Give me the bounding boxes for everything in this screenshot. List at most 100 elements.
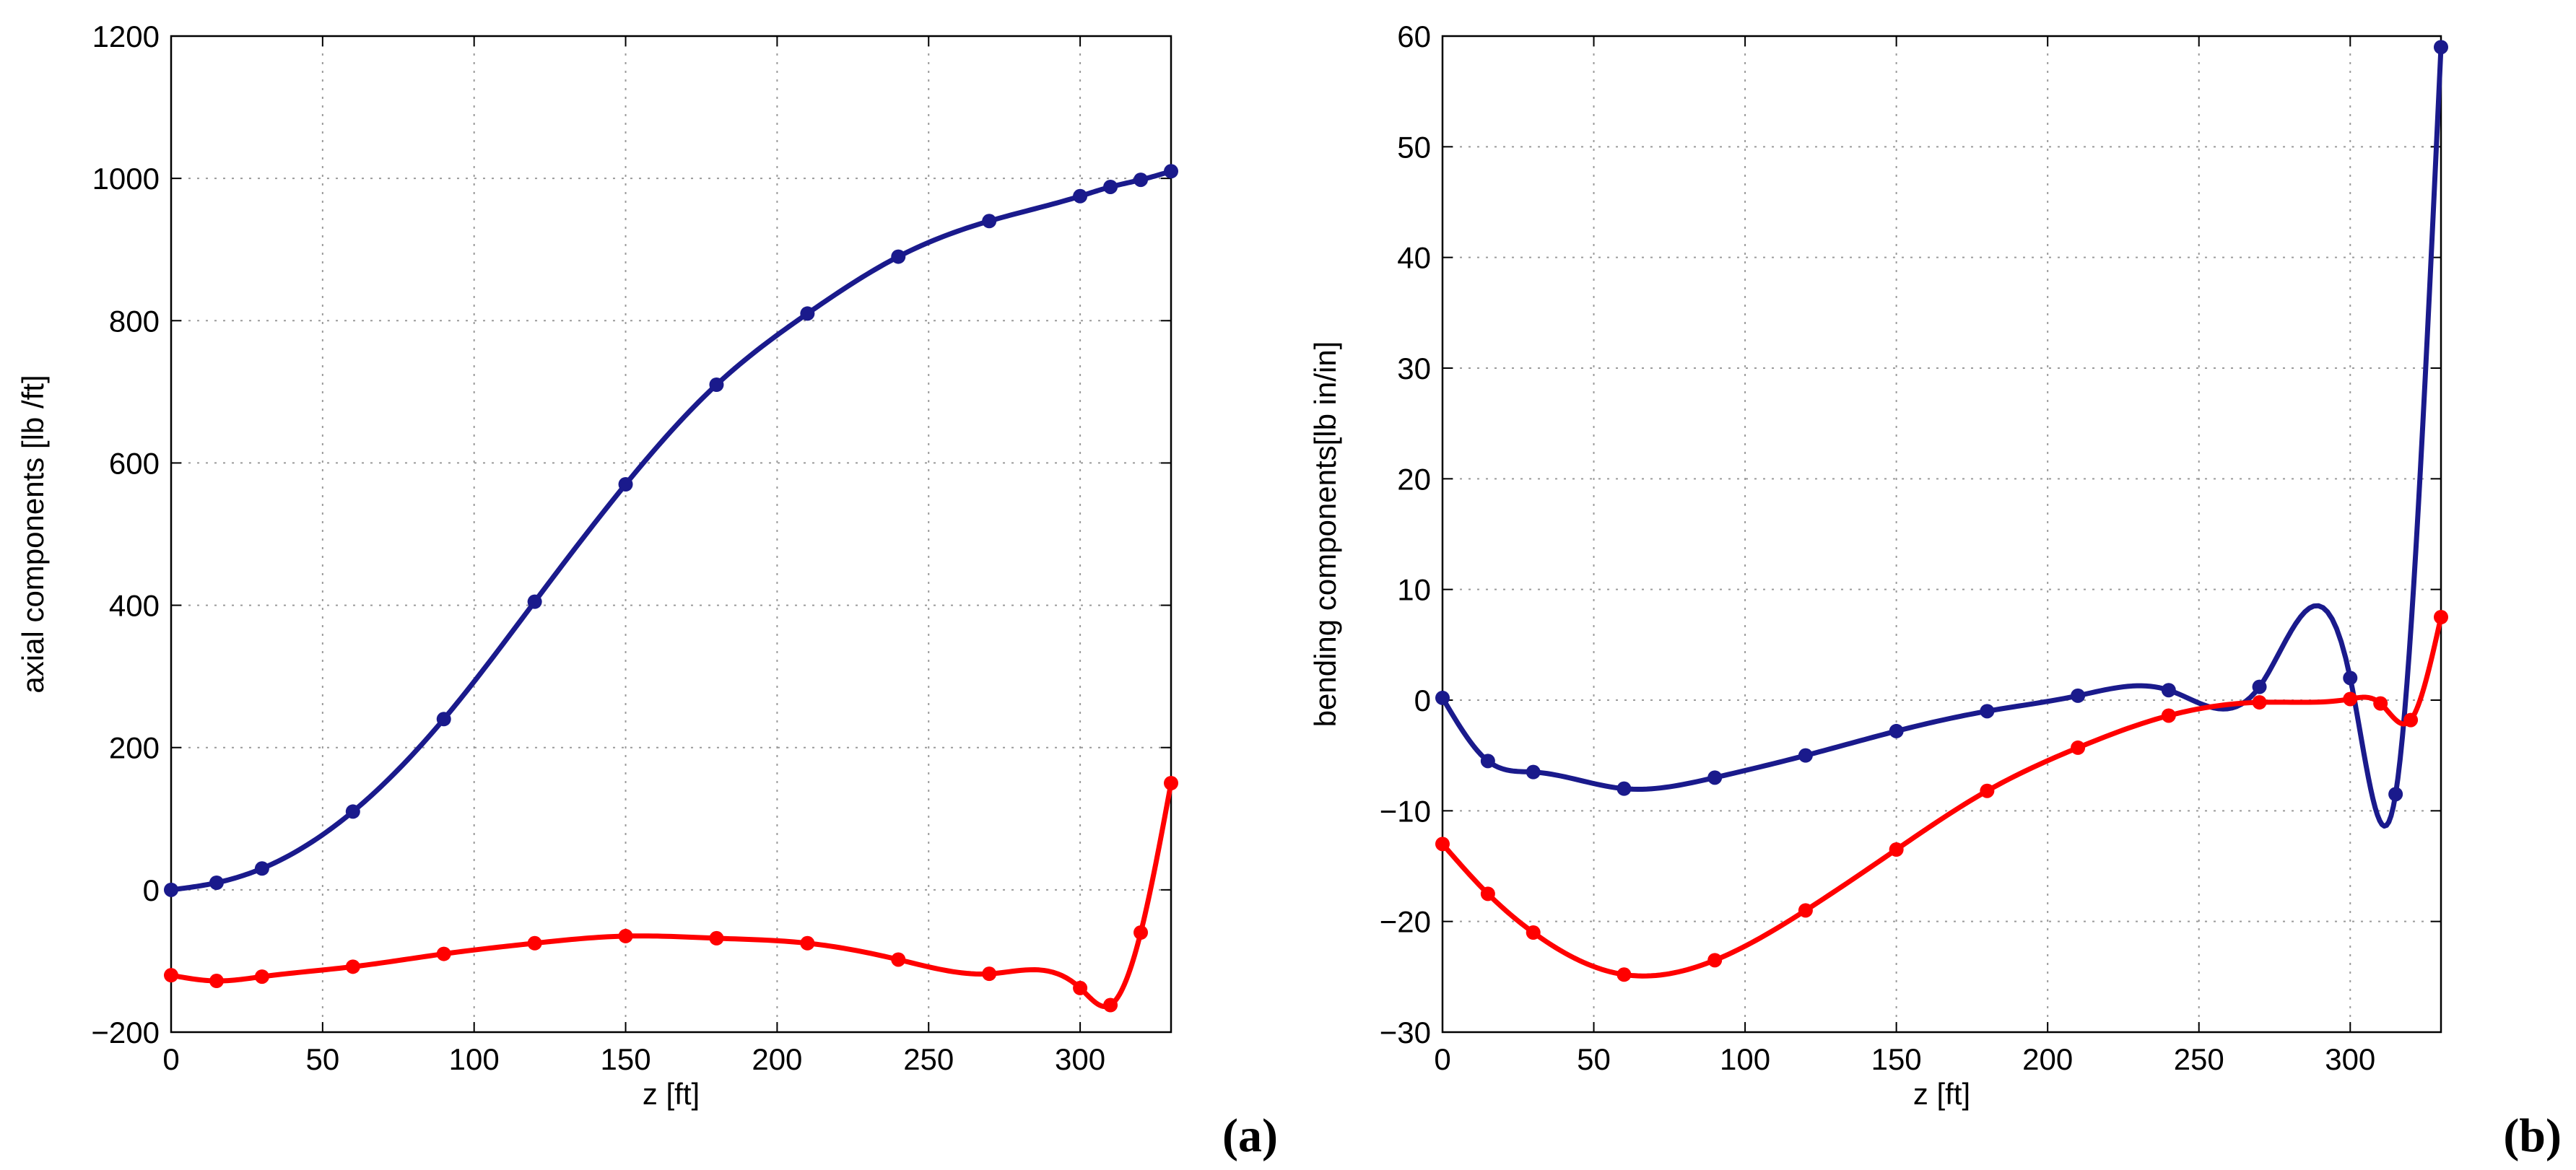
data-point-red — [1103, 997, 1118, 1013]
series-line-blue — [1440, 44, 2444, 829]
axes-frame — [1441, 35, 2442, 1034]
x-axis-label: z [ft] — [643, 1077, 700, 1111]
axes-frame — [170, 35, 1172, 1034]
data-point-red — [2071, 740, 2086, 755]
data-point-blue — [1526, 764, 1541, 780]
data-point-blue — [1616, 781, 1632, 796]
data-point-blue — [436, 712, 451, 727]
x-tick-label: 50 — [1577, 1042, 1611, 1076]
data-point-blue — [2388, 787, 2403, 802]
data-point-blue — [1073, 188, 1088, 204]
data-point-blue — [1133, 173, 1149, 188]
series-blue — [1435, 40, 2448, 829]
data-point-red — [2343, 691, 2358, 707]
y-tick-label: 60 — [1397, 19, 1431, 53]
y-tick-label: −30 — [1380, 1016, 1431, 1049]
data-point-blue — [2071, 688, 2086, 703]
data-point-blue — [2161, 683, 2176, 698]
data-point-red — [1980, 783, 1995, 798]
data-point-red — [1616, 967, 1632, 982]
x-tick-label: 150 — [601, 1042, 651, 1076]
y-tick-label: 1000 — [92, 162, 160, 196]
x-tick-label: 200 — [2022, 1042, 2073, 1076]
data-point-blue — [209, 876, 224, 890]
data-point-blue — [1103, 179, 1118, 194]
data-point-blue — [2343, 671, 2358, 686]
data-point-blue — [527, 594, 542, 609]
x-tick-label: 250 — [903, 1042, 954, 1076]
x-tick-label: 200 — [752, 1042, 802, 1076]
y-tick-label: −10 — [1380, 794, 1431, 828]
data-point-red — [527, 935, 542, 951]
plot-area — [1443, 36, 2441, 1032]
data-point-blue — [2434, 40, 2448, 55]
y-tick-label: 30 — [1397, 352, 1431, 385]
data-point-red — [1707, 953, 1723, 968]
data-point-blue — [1435, 690, 1450, 705]
y-tick-label: 40 — [1397, 241, 1431, 275]
y-tick-label: 10 — [1397, 573, 1431, 607]
data-point-red — [709, 930, 724, 946]
data-point-blue — [164, 882, 178, 897]
data-point-red — [2161, 708, 2176, 723]
data-point-blue — [1164, 164, 1178, 179]
x-tick-label: 150 — [1871, 1042, 1922, 1076]
x-tick-label: 0 — [1434, 1042, 1450, 1076]
data-point-red — [1133, 925, 1149, 940]
chart-panel-a: 0 50 100 150 200 250 300−200020040060080010001… — [16, 19, 1278, 1162]
chart-panel-b: 0 50 100 150 200 250 300 −30 −20 −10 0 10 20 30 40 50 60… — [1308, 19, 2562, 1162]
data-point-red — [1526, 925, 1541, 940]
x-tick-label: 300 — [1055, 1042, 1105, 1076]
y-tick-label: 20 — [1397, 462, 1431, 496]
data-point-red — [1164, 776, 1178, 790]
y-tick-label: 50 — [1397, 130, 1431, 164]
panel-label: (b) — [2503, 1109, 2562, 1162]
data-point-blue — [1707, 770, 1723, 785]
data-point-red — [1889, 842, 1904, 857]
data-point-blue — [345, 804, 360, 819]
y-tick-label: 600 — [109, 446, 160, 480]
data-point-blue — [891, 249, 906, 264]
data-point-red — [254, 969, 269, 985]
y-tick-label: 800 — [109, 304, 160, 338]
data-point-red — [891, 952, 906, 967]
data-point-red — [436, 946, 451, 961]
x-tick-label: 100 — [449, 1042, 500, 1076]
data-point-red — [2373, 696, 2388, 711]
y-axis-label: axial components [lb /ft] — [16, 375, 50, 693]
x-tick-label: 50 — [305, 1042, 339, 1076]
y-axis-label: bending components[lb in/in] — [1308, 341, 1342, 728]
data-point-blue — [1980, 704, 1995, 719]
x-tick-label: 100 — [1720, 1042, 1770, 1076]
data-point-red — [618, 928, 633, 943]
data-point-blue — [1480, 754, 1495, 769]
y-tick-label: 200 — [109, 731, 160, 765]
plot-area — [171, 36, 1171, 1032]
y-tick-label: 0 — [143, 873, 160, 907]
data-point-blue — [1889, 723, 1904, 738]
data-point-red — [800, 935, 815, 951]
y-tick-label: −200 — [91, 1016, 160, 1049]
data-point-red — [164, 968, 178, 983]
data-point-red — [1798, 903, 1813, 918]
y-tick-label: −20 — [1380, 905, 1431, 939]
data-point-red — [2252, 695, 2267, 710]
x-tick-label: 250 — [2174, 1042, 2224, 1076]
data-point-red — [982, 966, 997, 982]
series-red — [1435, 610, 2448, 982]
data-point-red — [2434, 610, 2448, 624]
data-point-blue — [800, 306, 815, 321]
data-point-red — [1435, 837, 1450, 852]
data-point-red — [209, 974, 224, 989]
series-blue — [164, 164, 1178, 897]
panel-label: (a) — [1222, 1109, 1278, 1162]
x-axis-label: z [ft] — [1913, 1077, 1970, 1111]
data-point-red — [2403, 712, 2419, 728]
data-point-blue — [254, 861, 269, 876]
data-point-blue — [618, 477, 633, 492]
y-tick-label: 400 — [109, 589, 160, 623]
data-point-blue — [2252, 679, 2267, 694]
x-tick-label: 300 — [2325, 1042, 2375, 1076]
